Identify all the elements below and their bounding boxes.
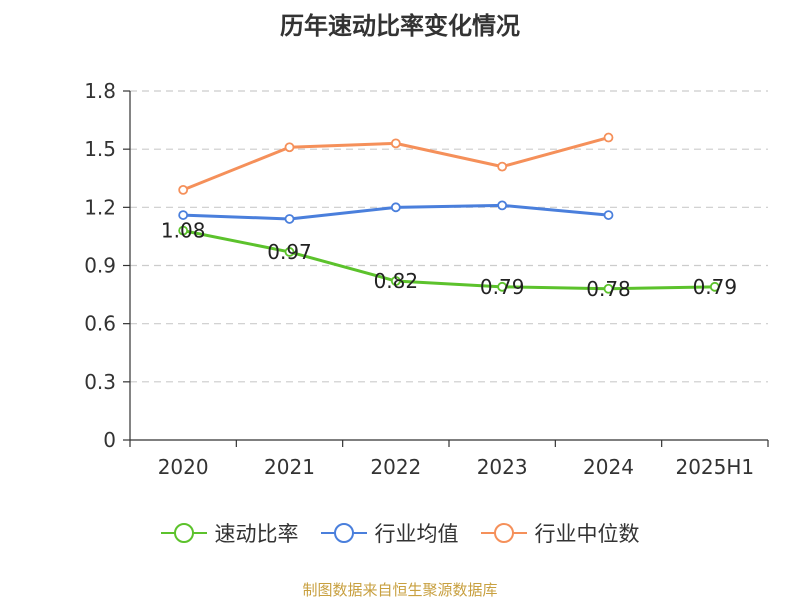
x-tick-label: 2021 [264, 455, 315, 479]
y-tick-label: 0.6 [84, 312, 116, 336]
grid-lines [130, 90, 768, 383]
y-tick-label: 0 [103, 428, 116, 452]
x-tick-label: 2022 [370, 455, 421, 479]
data-point [390, 202, 401, 213]
legend-item-industry-median[interactable]: 行业中位数 [480, 518, 640, 548]
data-labels: 1.08 0.97 0.82 0.79 0.78 0.79 [161, 219, 737, 301]
legend-item-quick-ratio[interactable]: 速动比率 [160, 518, 299, 548]
y-tick-label: 0.9 [84, 254, 116, 278]
legend-marker-icon [320, 523, 367, 543]
data-label: 0.78 [586, 277, 631, 301]
data-point [497, 281, 508, 292]
legend-item-industry-mean[interactable]: 行业均值 [320, 518, 459, 548]
data-label: 1.08 [161, 219, 206, 243]
legend-label: 行业均值 [374, 522, 459, 546]
data-label: 0.97 [267, 240, 312, 264]
chart-title: 历年速动比率变化情况 [280, 12, 520, 40]
data-point [284, 142, 295, 153]
y-tick-label: 1.2 [84, 195, 116, 219]
data-point [497, 200, 508, 211]
y-tick-label: 1.5 [84, 137, 116, 161]
axes: 0 0.3 0.6 0.9 1.2 1.5 1.8 2020 2021 2022 2023 2024 2… [84, 79, 769, 479]
data-point [284, 247, 295, 257]
legend-label: 速动比率 [214, 522, 299, 546]
data-label: 0.82 [374, 269, 419, 293]
x-tick-label: 2024 [583, 455, 634, 479]
data-point [603, 283, 614, 294]
data-point [709, 281, 720, 292]
legend-marker-icon [480, 523, 527, 543]
x-tick-label: 2023 [477, 455, 528, 479]
legend: 速动比率 行业均值 行业中位数 [0, 518, 800, 548]
data-point [390, 276, 401, 286]
data-label: 0.79 [480, 275, 525, 299]
x-tick-label: 2020 [158, 455, 209, 479]
data-point [178, 225, 189, 236]
source-note: 制图数据来自恒生聚源数据库 [302, 581, 498, 599]
data-point [284, 214, 295, 224]
series-line [182, 229, 715, 291]
data-point [178, 184, 189, 195]
data-point [178, 210, 189, 220]
data-point [390, 138, 401, 149]
data-point [603, 210, 614, 220]
data-point [603, 132, 614, 143]
series-lines [178, 132, 720, 294]
legend-label: 行业中位数 [534, 522, 640, 546]
y-tick-label: 1.8 [84, 79, 116, 103]
data-label: 0.79 [693, 275, 738, 299]
legend-marker-icon [160, 523, 207, 543]
x-tick-label: 2025H1 [675, 455, 754, 479]
data-point [497, 161, 508, 172]
y-tick-label: 0.3 [84, 370, 116, 394]
